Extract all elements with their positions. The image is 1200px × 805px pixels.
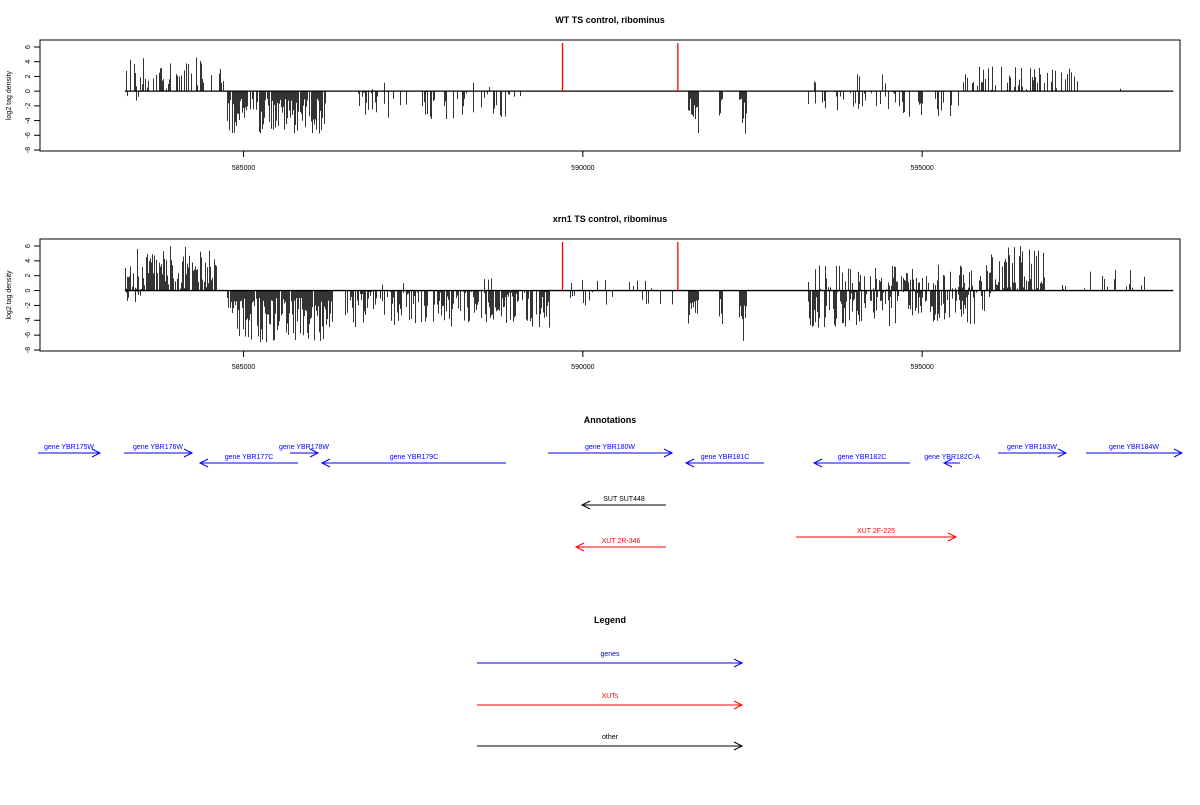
annotation-label: gene YBR176W: [133, 444, 183, 451]
annotation-label: gene YBR183W: [1007, 444, 1057, 451]
annotation-feature: gene YBR176W: [124, 444, 194, 458]
legend-arrow-head: [733, 741, 744, 751]
annotation-feature: gene YBR184W: [1086, 444, 1184, 458]
annotation-arrows: gene YBR175W gene YBR176W gene YBR177C gene…: [38, 444, 1184, 552]
wt-track-title: WT TS control, ribominus: [555, 15, 665, 25]
annotation-arrow-head: [309, 448, 320, 458]
annotation-label: gene YBR184W: [1109, 444, 1159, 451]
annotation-label: gene YBR182C: [838, 454, 887, 461]
xrn1-y-tick-label: -8: [25, 347, 32, 353]
annotation-arrow-head: [1173, 448, 1184, 458]
wt-y-tick-label: -8: [25, 147, 32, 153]
xrn1-track-title: xrn1 TS control, ribominus: [553, 214, 668, 224]
wt-y-tick-label: 2: [25, 74, 32, 78]
xrn1-x-axis: 585000 590000 595000: [232, 351, 934, 371]
xrn1-y-axis: -8 -6 -4 -2 0 2 4 6: [25, 244, 40, 353]
annotation-arrow-head: [91, 448, 102, 458]
wt-x-tick-label: 595000: [910, 165, 933, 172]
annotation-label: gene YBR181C: [701, 454, 750, 461]
annotation-feature: SUT SUT448: [580, 496, 666, 510]
annotation-label: gene YBR180W: [585, 444, 635, 451]
legend-title: Legend: [594, 615, 626, 625]
annotation-feature: gene YBR182C-A: [924, 454, 980, 468]
xrn1-y-tick-label: 6: [25, 244, 32, 248]
legend-label: genes: [600, 651, 620, 658]
wt-y-axis-label: log2 tag density: [6, 70, 13, 120]
legend-label: XUTs: [602, 693, 619, 700]
annotation-arrow-head: [198, 458, 209, 468]
legend-entries: genes XUTs other: [477, 651, 744, 751]
legend-arrow-head: [733, 700, 744, 710]
wt-red-markers: [561, 43, 679, 92]
xrn1-track-panel: xrn1 TS control, ribominus log2 tag dens…: [6, 214, 1181, 371]
annotation-feature: gene YBR183W: [998, 444, 1068, 458]
wt-density-bars: [126, 57, 1121, 134]
annotations-panel: Annotations gene YBR175W gene YBR176Wgene…: [38, 415, 1184, 552]
annotation-label: gene YBR177C: [225, 454, 274, 461]
xrn1-x-tick-label: 585000: [232, 364, 255, 371]
xrn1-red-markers: [561, 242, 679, 291]
annotation-label: XUT 2F-225: [857, 528, 895, 535]
xrn1-y-tick-label: -6: [25, 332, 32, 338]
annotation-arrow-head: [320, 458, 331, 468]
wt-track-panel: WT TS control, ribominus log2 tag densit…: [6, 15, 1181, 172]
annotation-arrow-head: [580, 500, 591, 510]
xrn1-y-tick-label: 2: [25, 274, 32, 278]
wt-y-tick-label: 0: [25, 89, 32, 93]
legend-entry: other: [477, 734, 744, 751]
legend-arrow-head: [733, 658, 744, 668]
xrn1-x-tick-label: 590000: [571, 364, 594, 371]
annotations-title: Annotations: [584, 415, 637, 425]
wt-y-tick-label: -2: [25, 103, 32, 109]
xrn1-y-tick-label: -2: [25, 302, 32, 308]
annotation-arrow-head: [812, 458, 823, 468]
wt-y-axis: -8 -6 -4 -2 0 2 4 6: [25, 45, 40, 153]
annotation-arrow-head: [942, 458, 953, 468]
xrn1-x-tick-label: 595000: [910, 364, 933, 371]
legend-panel: Legend genes XUTs other: [477, 615, 744, 751]
xrn1-y-tick-label: 4: [25, 259, 32, 263]
annotation-label: gene YBR175W: [44, 444, 94, 451]
wt-y-tick-label: -4: [25, 117, 32, 123]
xrn1-y-axis-label: log2 tag density: [6, 270, 13, 320]
wt-x-axis: 585000 590000 595000: [232, 151, 934, 172]
annotation-feature: gene YBR177C: [198, 454, 298, 468]
annotation-arrow-head: [947, 532, 958, 542]
annotation-feature: XUT 2F-225: [796, 528, 958, 542]
wt-y-tick-label: 4: [25, 60, 32, 64]
annotation-feature: gene YBR179C: [320, 454, 506, 468]
xrn1-density-bars: [125, 246, 1145, 343]
xrn1-plot-frame: [39, 238, 1181, 352]
wt-x-tick-label: 585000: [232, 165, 255, 172]
annotation-arrow-head: [574, 542, 585, 552]
annotation-feature: gene YBR180W: [548, 444, 674, 458]
annotation-arrow-head: [183, 448, 194, 458]
annotation-feature: gene YBR175W: [38, 444, 102, 458]
wt-x-tick-label: 590000: [571, 165, 594, 172]
annotation-label: gene YBR182C-A: [924, 454, 980, 461]
annotation-feature: gene YBR182C: [812, 454, 910, 468]
xrn1-y-tick-label: -4: [25, 317, 32, 323]
annotation-arrow-head: [684, 458, 695, 468]
annotation-arrow-head: [663, 448, 674, 458]
annotation-label: SUT SUT448: [603, 496, 645, 503]
annotation-label: XUT 2R-346: [602, 538, 641, 545]
wt-plot-frame: [39, 39, 1181, 152]
annotation-feature: gene YBR178W: [279, 444, 329, 458]
wt-y-tick-label: 6: [25, 45, 32, 49]
annotation-arrow-head: [1057, 448, 1068, 458]
annotation-feature: XUT 2R-346: [574, 538, 666, 552]
legend-entry: XUTs: [477, 693, 744, 710]
annotation-label: gene YBR178W: [279, 444, 329, 451]
legend-entry: genes: [477, 651, 744, 668]
xrn1-y-tick-label: 0: [25, 289, 32, 293]
wt-y-tick-label: -6: [25, 132, 32, 138]
legend-label: other: [602, 734, 619, 741]
annotation-label: gene YBR179C: [390, 454, 439, 461]
annotation-feature: gene YBR181C: [684, 454, 764, 468]
